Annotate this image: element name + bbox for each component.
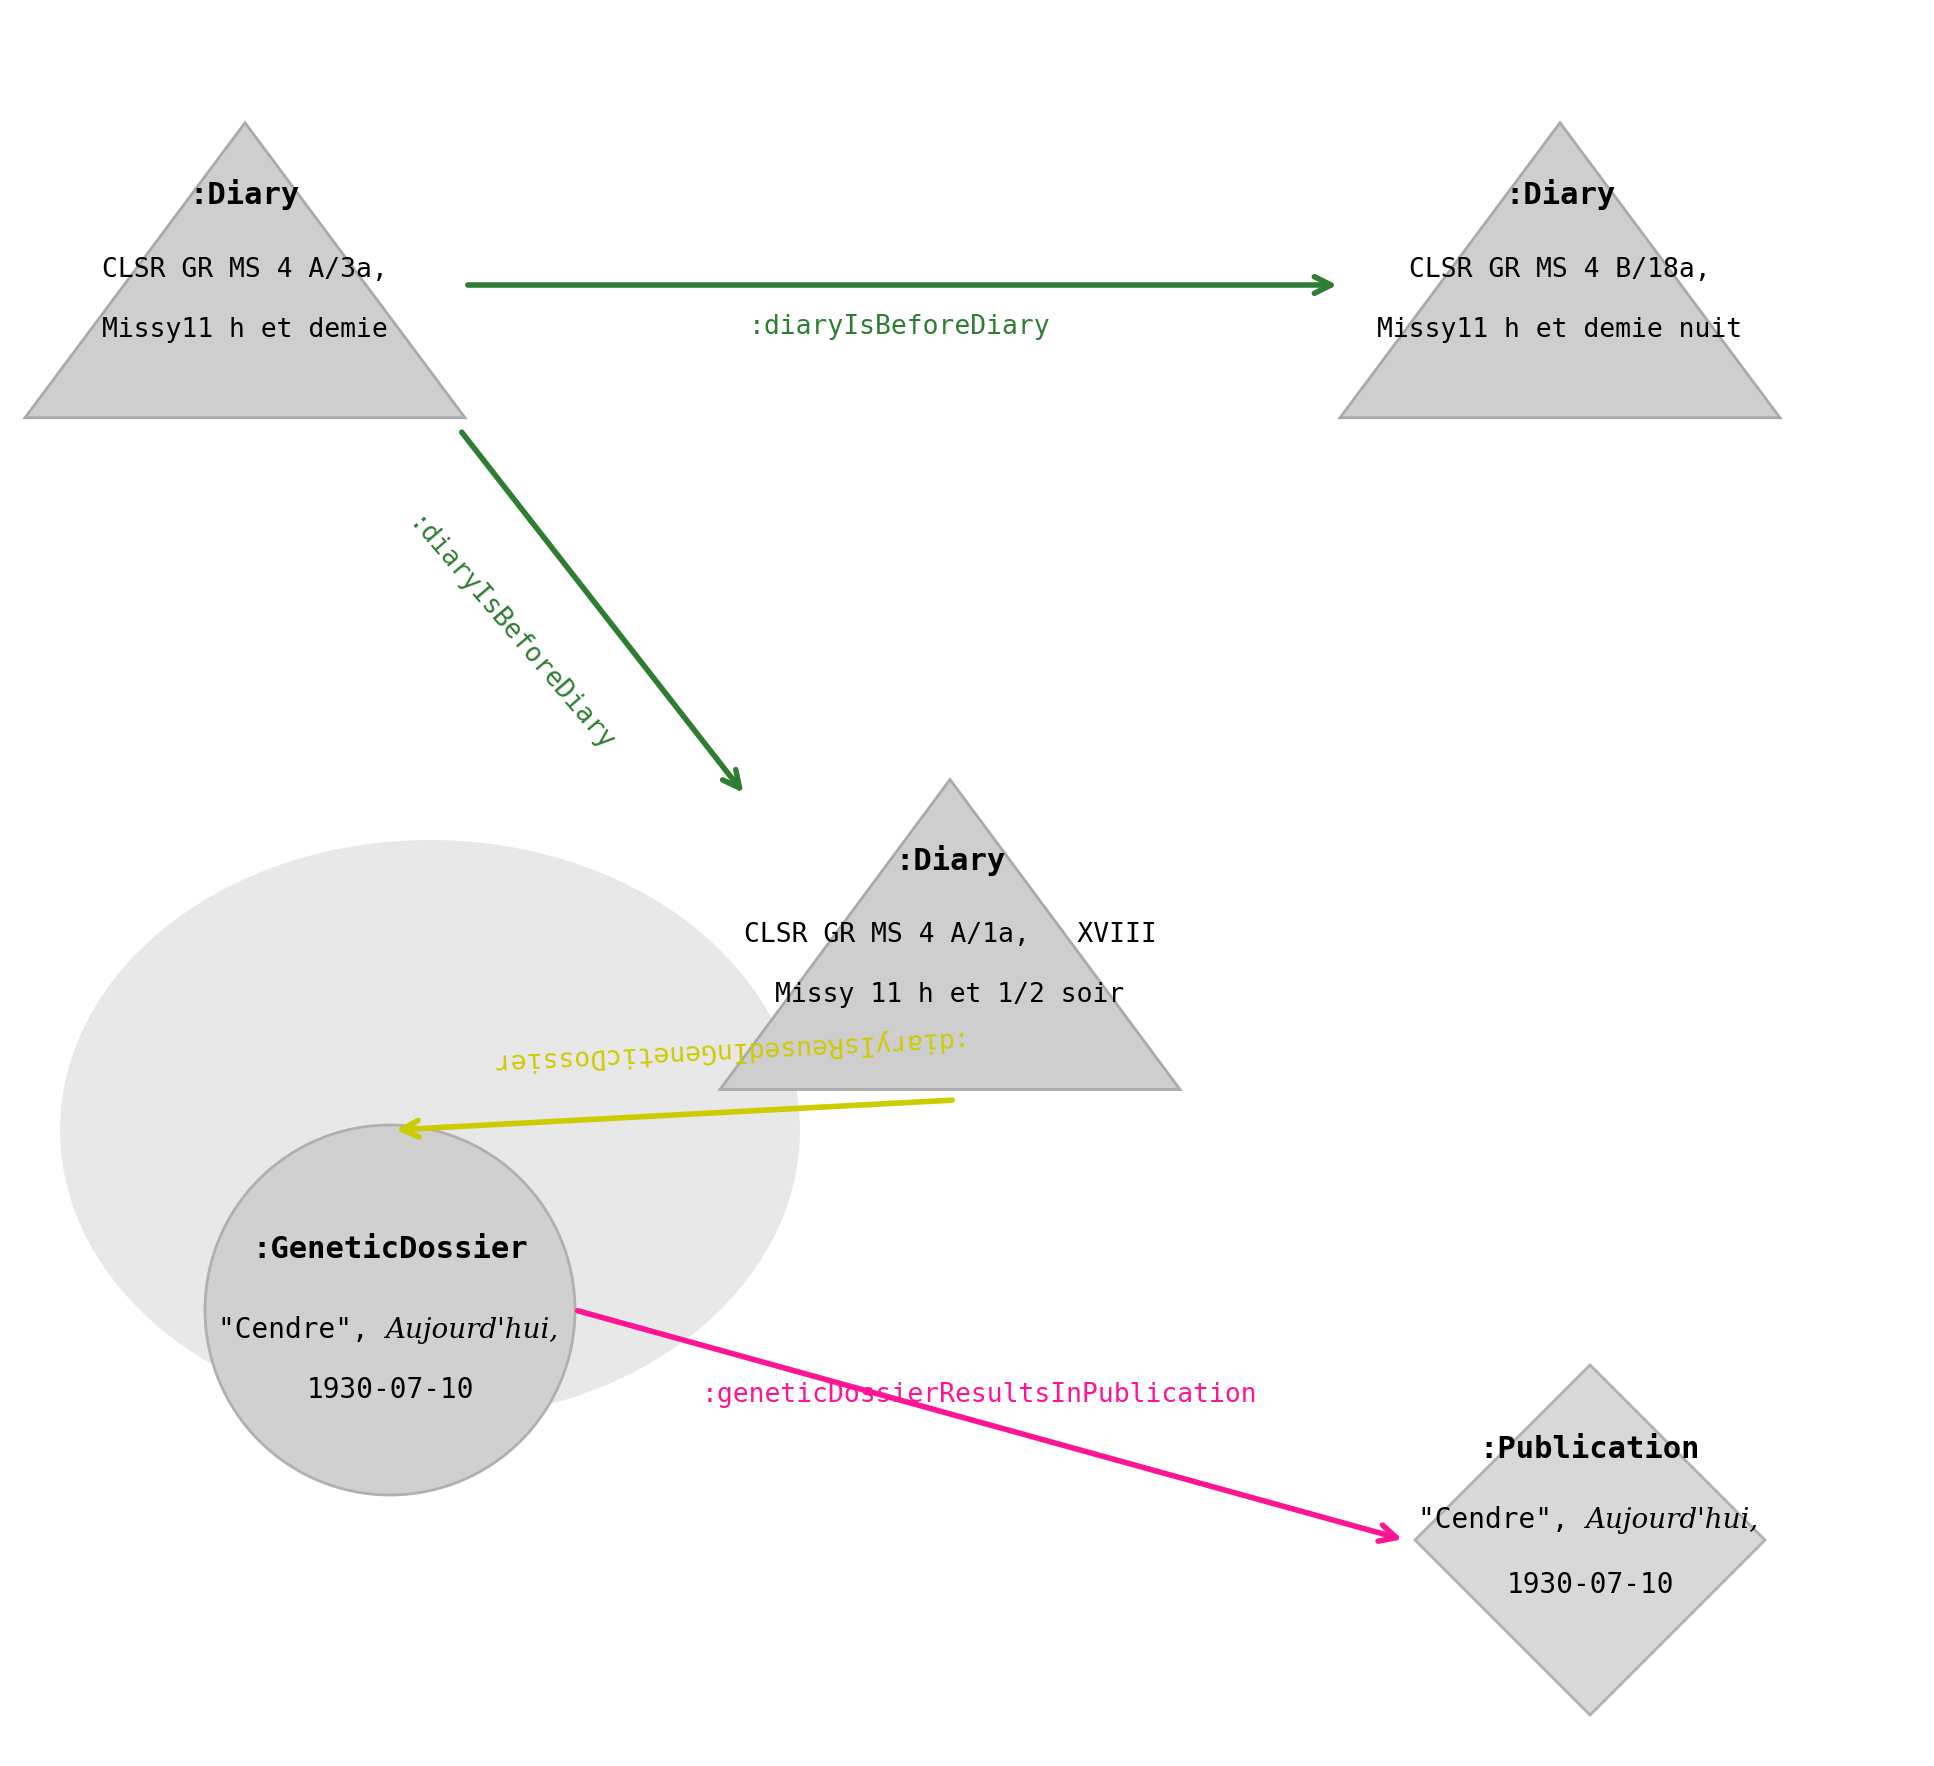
Text: :Diary: :Diary (190, 180, 300, 210)
Text: :diaryIsReusedInGeneticDossier: :diaryIsReusedInGeneticDossier (482, 1026, 959, 1074)
Text: :GeneticDossier: :GeneticDossier (251, 1236, 528, 1264)
Text: :Diary: :Diary (1505, 180, 1615, 210)
Ellipse shape (60, 841, 801, 1420)
Text: Aujourd'hui,: Aujourd'hui, (1586, 1506, 1758, 1533)
Text: :diaryIsBeforeDiary: :diaryIsBeforeDiary (748, 314, 1050, 341)
Polygon shape (719, 779, 1180, 1090)
Text: Missy11 h et demie: Missy11 h et demie (103, 318, 389, 343)
Text: "Cendre",: "Cendre", (1418, 1506, 1586, 1535)
Text: CLSR GR MS 4 A/3a,: CLSR GR MS 4 A/3a, (103, 258, 389, 283)
Text: Aujourd'hui,: Aujourd'hui, (385, 1316, 559, 1344)
Circle shape (205, 1125, 574, 1496)
Text: :Diary: :Diary (895, 844, 1006, 876)
Text: "Cendre",: "Cendre", (217, 1316, 385, 1344)
Text: :geneticDossierResultsInPublication: :geneticDossierResultsInPublication (702, 1383, 1257, 1408)
Text: :diaryIsBeforeDiary: :diaryIsBeforeDiary (402, 512, 617, 758)
Text: CLSR GR MS 4 A/1a,   XVIII: CLSR GR MS 4 A/1a, XVIII (745, 922, 1157, 948)
Text: Missy 11 h et 1/2 soir: Missy 11 h et 1/2 soir (776, 982, 1126, 1008)
Text: Missy11 h et demie nuit: Missy11 h et demie nuit (1377, 318, 1743, 343)
Text: CLSR GR MS 4 B/18a,: CLSR GR MS 4 B/18a, (1410, 258, 1712, 283)
Text: 1930-07-10: 1930-07-10 (306, 1376, 474, 1404)
Polygon shape (1340, 124, 1779, 419)
Polygon shape (25, 124, 464, 419)
Text: 1930-07-10: 1930-07-10 (1507, 1572, 1673, 1598)
Text: :Publication: :Publication (1480, 1436, 1700, 1464)
Polygon shape (1416, 1365, 1766, 1715)
